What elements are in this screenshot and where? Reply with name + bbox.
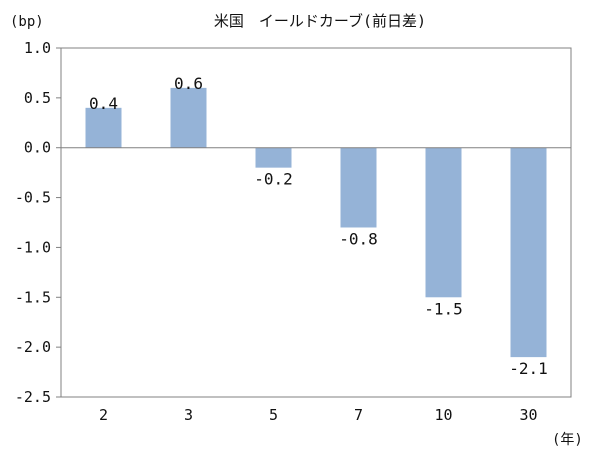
y-tick-label: -0.5 (15, 189, 51, 207)
data-label: -0.2 (254, 170, 293, 189)
x-tick-label: 10 (434, 406, 452, 424)
plot-frame (60, 47, 572, 398)
data-label: -0.8 (339, 229, 378, 248)
bar (170, 87, 207, 148)
x-tick-label: 5 (269, 406, 278, 424)
bar (425, 147, 462, 298)
data-label: -1.5 (424, 299, 463, 318)
bar (85, 107, 122, 148)
bar (510, 147, 547, 358)
y-tick-label: -2.5 (15, 388, 51, 406)
bar (255, 147, 292, 168)
data-label: 0.6 (174, 74, 203, 93)
y-tick-label: -1.0 (15, 238, 51, 256)
data-label: -2.1 (509, 359, 548, 378)
x-axis-unit: (年) (552, 432, 583, 448)
y-axis-unit: (bp) (10, 14, 44, 30)
y-tick-label: -2.0 (15, 338, 51, 356)
x-tick-label: 30 (519, 406, 537, 424)
y-tick-label: 0.5 (24, 89, 51, 107)
data-label: 0.4 (89, 94, 118, 113)
chart-title: 米国 イールドカーブ(前日差) (214, 12, 426, 30)
plot-area: 1.0 0.5 0.0 -0.5 -1.0 -1.5 -2.0 -2.5 0.4 2 0.6 3 -0.… (15, 39, 572, 424)
x-tick-label: 2 (99, 406, 108, 424)
y-tick-label: 1.0 (24, 39, 51, 57)
y-tick-label: -1.5 (15, 288, 51, 306)
bar (340, 147, 377, 228)
y-tick-label: 0.0 (24, 139, 51, 157)
x-tick-label: 3 (184, 406, 193, 424)
x-tick-label: 7 (354, 406, 363, 424)
